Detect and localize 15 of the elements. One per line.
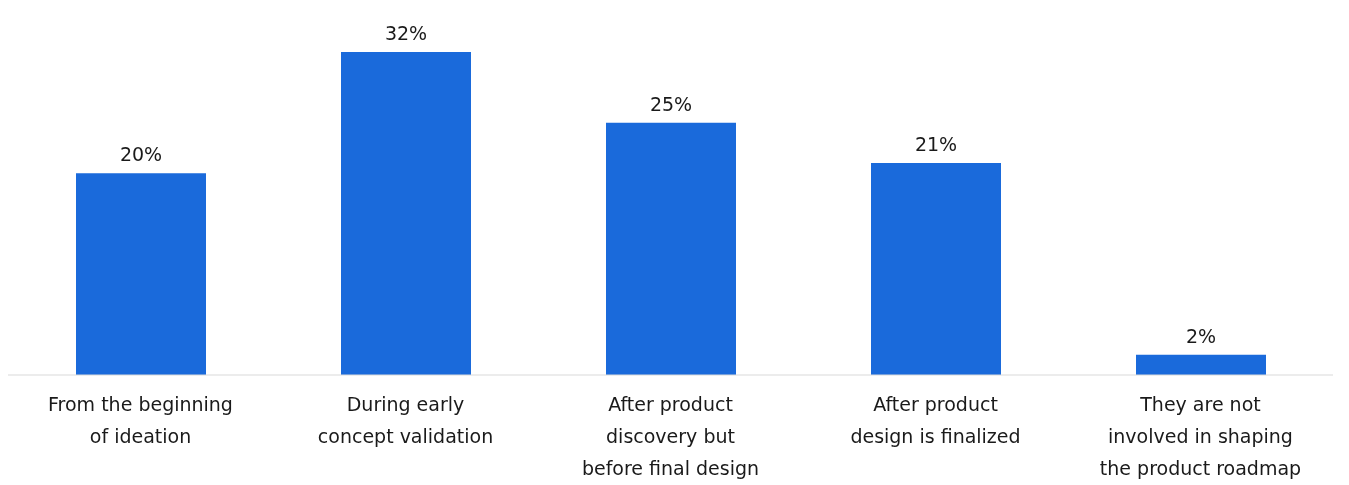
- x-tick-label: During early concept validation: [317, 393, 494, 447]
- x-tick-label: They are not involved in shaping the product roadmap: [1099, 393, 1302, 479]
- x-tick-label: After product discovery but before final design: [581, 393, 760, 479]
- bar: [871, 163, 1001, 375]
- bar: [606, 122, 736, 375]
- data-label: 2%: [1185, 324, 1217, 347]
- data-label: 32%: [384, 22, 428, 44]
- data-label: 20%: [119, 143, 163, 166]
- x-tick-label: From the beginning of ideation: [48, 393, 233, 447]
- data-label: 21%: [914, 133, 958, 156]
- data-label: 25%: [649, 92, 693, 115]
- bar: [341, 52, 471, 375]
- bar: [76, 173, 206, 375]
- x-tick-label: After product design is finalized: [850, 393, 1021, 447]
- bar: [1136, 354, 1266, 375]
